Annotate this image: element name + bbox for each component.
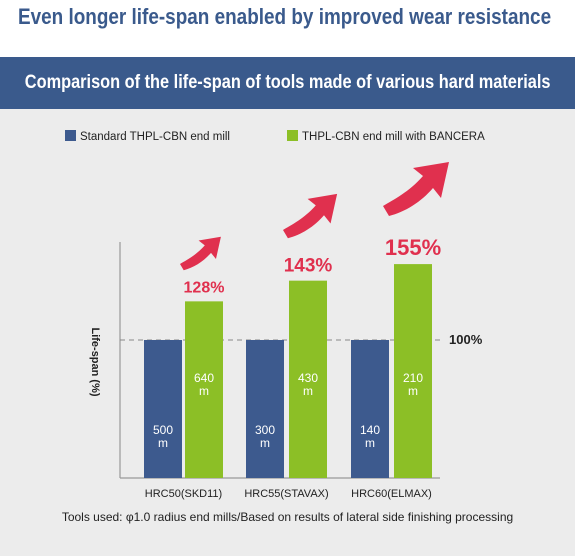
percent-annotation-3: 155% xyxy=(385,235,441,260)
bar-data-label-standard-3-2: m xyxy=(365,436,375,450)
bar-data-label-bancera-2-2: m xyxy=(303,384,313,398)
bar-data-label-bancera-3-2: m xyxy=(408,384,418,398)
reference-line-label: 100% xyxy=(449,332,483,347)
percent-annotation-1: 128% xyxy=(184,279,225,296)
x-tick-label-2: HRC55(STAVAX) xyxy=(244,488,328,500)
bar-standard-1 xyxy=(144,340,182,478)
y-axis-label: Life-span (%) xyxy=(89,327,101,396)
page-title: Even longer life-span enabled by improve… xyxy=(18,4,552,29)
bar-standard-3 xyxy=(351,340,389,478)
bar-data-label-bancera-1-1: 640 xyxy=(194,371,214,385)
growth-arrow-icon-2 xyxy=(283,193,338,239)
bar-standard-2 xyxy=(246,340,284,478)
bar-data-label-bancera-2-1: 430 xyxy=(298,371,318,385)
legend-label-1: Standard THPL-CBN end mill xyxy=(80,131,230,143)
bar-data-label-standard-1-2: m xyxy=(158,436,168,450)
x-tick-label-3: HRC60(ELMAX) xyxy=(351,488,432,500)
bar-data-label-bancera-1-2: m xyxy=(199,384,209,398)
page-title-row: Even longer life-span enabled by improve… xyxy=(0,0,575,34)
bar-bancera-2 xyxy=(289,280,327,478)
growth-arrow-shape-2 xyxy=(283,193,338,239)
x-tick-label-1: HRC50(SKD11) xyxy=(145,488,222,500)
growth-arrow-icon-3 xyxy=(383,162,449,216)
bar-data-label-bancera-3-1: 210 xyxy=(403,371,423,385)
bar-data-label-standard-2-1: 300 xyxy=(255,423,275,437)
bar-bancera-1 xyxy=(185,301,223,478)
growth-arrow-icon-1 xyxy=(180,236,221,271)
bar-data-label-standard-3-1: 140 xyxy=(360,423,380,437)
growth-arrow-shape-3 xyxy=(383,162,449,216)
footnote: Tools used: φ1.0 radius end mills/Based … xyxy=(61,510,514,524)
growth-arrow-shape-1 xyxy=(180,236,221,271)
chart-header: Comparison of the life-span of tools mad… xyxy=(24,72,551,93)
bar-data-label-standard-1-1: 500 xyxy=(153,423,173,437)
chart-panel xyxy=(0,109,575,556)
bar-bancera-3 xyxy=(394,264,432,478)
chart-header-band: Comparison of the life-span of tools mad… xyxy=(0,57,575,109)
percent-annotation-2: 143% xyxy=(284,256,333,277)
legend-label-2: THPL-CBN end mill with BANCERA xyxy=(302,131,485,143)
legend-swatch-1 xyxy=(65,130,76,141)
legend-swatch-2 xyxy=(287,130,298,141)
bar-data-label-standard-2-2: m xyxy=(260,436,270,450)
